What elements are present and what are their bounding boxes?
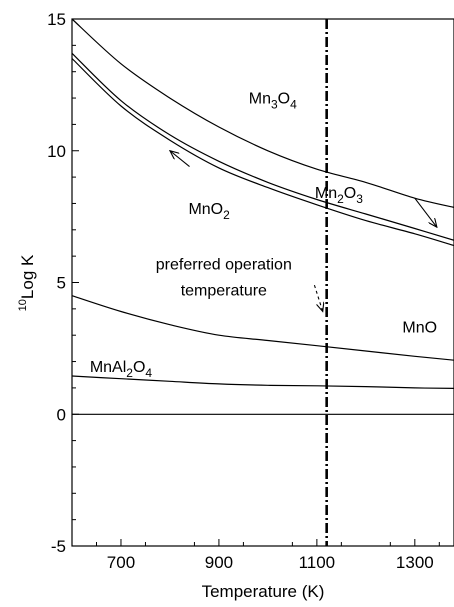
annotations: Mn3O4 Mn2O3 MnO2 preferred operation tempera… [90, 90, 437, 380]
series-lines [71, 18, 454, 415]
mn2o3-arrow [414, 197, 437, 227]
series-line-mnal2o4 [71, 375, 454, 389]
arrows [170, 151, 437, 312]
ticks: 700 900 1100 1300 -5 0 5 10 15 [47, 10, 440, 572]
label-mnal2o4: MnAl2O4 [90, 359, 153, 380]
label-mn2o3: Mn2O3 [315, 185, 363, 206]
x-axis-title: Temperature (K) [202, 582, 325, 601]
label-mno2: MnO2 [188, 201, 230, 222]
y-axis-title-superscript: 10 [17, 299, 29, 311]
label-mno: MnO [402, 320, 437, 337]
y-tick-label: -5 [51, 537, 66, 556]
series-line-mno2 [71, 58, 454, 247]
label-preferred-2: temperature [181, 283, 267, 300]
x-tick-label: 1300 [396, 553, 434, 572]
series-line-mn3o4 [71, 18, 454, 208]
x-tick-label: 1100 [299, 553, 336, 572]
series-line-mn2o3 [71, 52, 454, 241]
x-tick-label: 700 [107, 553, 135, 572]
y-tick-label: 15 [47, 10, 66, 29]
label-preferred-1: preferred operation [156, 256, 292, 273]
series-line-mno [71, 295, 454, 361]
y-tick-label: 10 [47, 142, 66, 161]
y-axis-title: 10Log K [17, 254, 37, 311]
mno2-arrow [170, 151, 190, 167]
preferred-arrow [313, 284, 322, 311]
y-tick-label: 0 [57, 405, 66, 424]
y-axis-title-text: Log K [18, 254, 37, 299]
y-tick-label: 5 [57, 274, 66, 293]
label-mn3o4: Mn3O4 [249, 90, 297, 111]
x-tick-label: 900 [205, 553, 233, 572]
